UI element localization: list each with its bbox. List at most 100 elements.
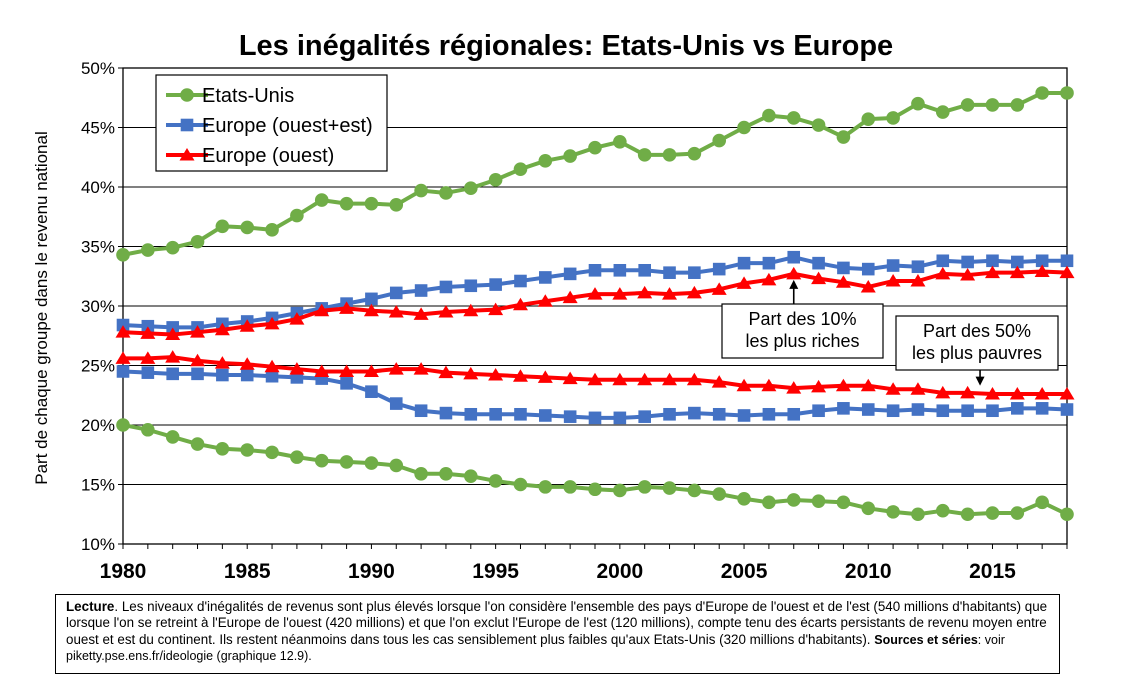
y-tick-label: 15% — [81, 476, 115, 495]
data-point — [910, 274, 926, 287]
data-point — [786, 266, 802, 280]
data-point — [563, 480, 577, 494]
data-point — [612, 372, 628, 386]
data-point — [289, 362, 305, 375]
data-point — [314, 303, 330, 317]
x-tick-label: 2015 — [969, 560, 1016, 583]
data-point — [935, 503, 950, 518]
data-point — [812, 256, 825, 270]
data-point — [837, 261, 850, 275]
data-point — [562, 290, 578, 304]
data-point — [438, 304, 454, 318]
data-point — [538, 154, 553, 168]
series-lines — [115, 86, 1075, 522]
data-point — [116, 248, 130, 262]
data-point — [787, 407, 801, 421]
data-point — [513, 477, 528, 492]
data-point — [886, 404, 900, 418]
data-point — [911, 507, 925, 522]
legend-label: Etats-Unis — [202, 85, 294, 107]
data-point — [512, 297, 528, 311]
data-point — [861, 262, 875, 276]
data-point — [985, 506, 1000, 520]
data-point — [512, 369, 528, 382]
data-point — [439, 186, 453, 200]
data-point — [688, 266, 701, 279]
data-point — [837, 402, 850, 415]
data-point — [265, 445, 279, 460]
data-point — [762, 495, 776, 510]
data-point — [339, 196, 354, 211]
data-point — [389, 458, 404, 473]
data-point — [861, 403, 875, 416]
data-point — [711, 375, 727, 388]
data-point — [613, 411, 627, 425]
annotations: Part des 10%les plus riches Part des 50%l… — [721, 279, 1059, 386]
data-point — [984, 265, 1000, 279]
data-point — [686, 285, 702, 299]
data-point — [688, 406, 701, 420]
y-axis-label: Part de chaque groupe dans le revenu nat… — [32, 131, 51, 484]
data-point — [264, 359, 280, 373]
data-point — [662, 287, 678, 300]
data-point — [514, 407, 527, 421]
x-tick-label: 1990 — [348, 560, 395, 583]
data-point — [911, 260, 925, 274]
data-point — [762, 108, 776, 123]
data-point — [190, 437, 205, 451]
data-point — [663, 266, 676, 279]
data-point — [712, 262, 726, 276]
data-point — [986, 404, 999, 418]
data-point — [886, 505, 900, 519]
data-point — [662, 148, 677, 162]
data-point — [936, 254, 950, 268]
data-point — [787, 250, 801, 264]
data-point — [115, 325, 131, 338]
data-point — [935, 385, 951, 399]
data-point — [1060, 254, 1074, 268]
data-point — [240, 368, 254, 382]
data-point — [240, 443, 255, 457]
x-tick-label: 1985 — [224, 560, 271, 583]
data-point — [265, 369, 279, 383]
data-point — [389, 198, 404, 212]
data-point — [613, 483, 627, 498]
data-point — [811, 494, 826, 508]
data-point — [363, 303, 379, 317]
data-point — [613, 134, 627, 149]
data-point — [165, 430, 180, 444]
data-point — [736, 276, 752, 289]
data-point — [984, 387, 1000, 400]
data-point — [314, 453, 329, 468]
data-point — [836, 130, 851, 144]
data-point — [141, 422, 155, 437]
data-point — [364, 196, 379, 211]
data-point — [413, 307, 429, 320]
data-point — [835, 378, 851, 392]
line-chart: 10% 15% 20% 25% 30% 35% 40% 45% 50% 1980 1985 1990 1… — [32, 59, 1075, 583]
y-tick-label: 45% — [81, 119, 115, 138]
annotation: Part des 10%les plus riches — [721, 279, 884, 359]
data-point — [339, 364, 355, 377]
x-tick-label: 2005 — [721, 560, 768, 583]
data-point — [215, 442, 230, 456]
data-point — [388, 362, 404, 375]
data-point — [116, 365, 130, 378]
data-point — [737, 120, 751, 135]
data-point — [513, 162, 528, 176]
data-point — [761, 378, 777, 392]
data-point — [339, 455, 354, 469]
data-point — [762, 256, 776, 270]
lecture-heading: Lecture — [66, 599, 115, 614]
data-point — [588, 140, 602, 155]
x-tick-label: 1980 — [100, 560, 147, 583]
data-point — [637, 148, 652, 162]
data-point — [363, 364, 379, 377]
data-point — [413, 362, 429, 375]
data-point — [1011, 402, 1024, 415]
data-point — [538, 480, 553, 494]
data-point — [986, 254, 999, 268]
sources-text: : voir piketty.pse.ens.fr/ideologie (gra… — [66, 632, 1005, 663]
data-point — [860, 279, 876, 293]
data-point — [588, 411, 602, 425]
